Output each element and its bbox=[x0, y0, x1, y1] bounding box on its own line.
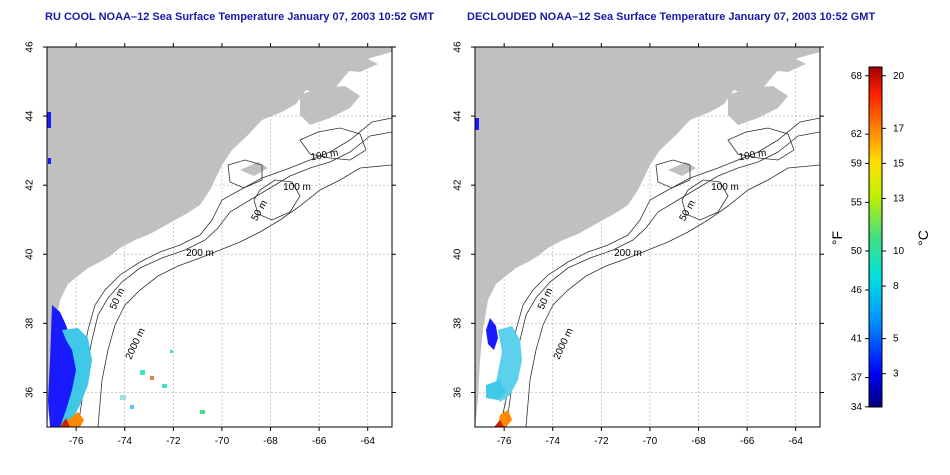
left-isobaths bbox=[71, 117, 393, 428]
celsius-tick-label: 3 bbox=[893, 369, 899, 380]
lon-tick-label: -68 bbox=[263, 436, 278, 447]
contour-label: 200 m bbox=[186, 248, 214, 259]
lat-tick-label: 40 bbox=[453, 248, 464, 260]
right-panel-title: DECLOUDED NOAA–12 Sea Surface Temperatur… bbox=[467, 11, 876, 23]
left-landmass bbox=[47, 47, 392, 427]
colorbar-celsius-ticks: 20 17 15 13 10 8 5 3 bbox=[882, 71, 905, 380]
celsius-tick-label: 5 bbox=[893, 334, 899, 345]
right-axis-ticks: -76 -74 -72 -70 -68 -66 -64 36 38 40 42 44 46 bbox=[453, 41, 824, 447]
left-map-panel: -76 -74 -72 -70 -68 -66 -64 36 38 40 42 44 46 100 m 1… bbox=[25, 41, 396, 447]
lat-tick-label: 42 bbox=[25, 179, 36, 191]
fahrenheit-tick-label: 62 bbox=[851, 129, 863, 140]
lat-tick-label: 36 bbox=[25, 386, 36, 398]
lat-tick-label: 40 bbox=[25, 248, 36, 260]
right-isobaths bbox=[499, 117, 821, 428]
lat-tick-label: 38 bbox=[25, 317, 36, 329]
lat-tick-label: 42 bbox=[453, 179, 464, 191]
lon-tick-label: -68 bbox=[691, 436, 706, 447]
contour-label: 100 m bbox=[711, 182, 739, 193]
lon-tick-label: -64 bbox=[360, 436, 375, 447]
fahrenheit-tick-label: 68 bbox=[851, 71, 863, 82]
fahrenheit-tick-label: 59 bbox=[851, 158, 863, 169]
lon-tick-label: -74 bbox=[546, 436, 561, 447]
celsius-unit-label: °C bbox=[915, 230, 931, 246]
fahrenheit-unit-label: °F bbox=[829, 231, 845, 245]
lat-tick-label: 44 bbox=[453, 110, 464, 122]
celsius-tick-label: 10 bbox=[893, 246, 905, 257]
colorbar-fahrenheit-ticks: 68 62 59 55 50 46 41 37 34 bbox=[851, 71, 869, 413]
lat-tick-label: 46 bbox=[25, 41, 36, 53]
contour-label: 100 m bbox=[283, 182, 311, 193]
lon-tick-label: -76 bbox=[497, 436, 512, 447]
colorbar-gradient bbox=[868, 66, 883, 408]
lon-tick-label: -70 bbox=[215, 436, 230, 447]
fahrenheit-tick-label: 34 bbox=[851, 402, 863, 413]
left-axis-ticks: -76 -74 -72 -70 -68 -66 -64 36 38 40 42 44 46 bbox=[25, 41, 396, 447]
lon-tick-label: -66 bbox=[312, 436, 327, 447]
celsius-tick-label: 13 bbox=[893, 193, 905, 204]
left-panel-title: RU COOL NOAA–12 Sea Surface Temperature … bbox=[45, 11, 435, 23]
lat-tick-label: 44 bbox=[25, 110, 36, 122]
lat-tick-label: 46 bbox=[453, 41, 464, 53]
lat-tick-label: 36 bbox=[453, 386, 464, 398]
contour-label: 100 m bbox=[310, 148, 339, 164]
right-landmass bbox=[475, 47, 820, 427]
right-map-panel: -76 -74 -72 -70 -68 -66 -64 36 38 40 42 44 46 100 m 1… bbox=[453, 41, 824, 447]
contour-label: 200 m bbox=[614, 248, 642, 259]
celsius-tick-label: 8 bbox=[893, 281, 899, 292]
celsius-tick-label: 20 bbox=[893, 71, 905, 82]
contour-label: 100 m bbox=[738, 148, 767, 164]
lon-tick-label: -72 bbox=[166, 436, 181, 447]
fahrenheit-tick-label: 50 bbox=[851, 246, 863, 257]
celsius-tick-label: 15 bbox=[893, 158, 905, 169]
lon-tick-label: -64 bbox=[788, 436, 803, 447]
lon-tick-label: -70 bbox=[643, 436, 658, 447]
fahrenheit-tick-label: 55 bbox=[851, 197, 863, 208]
fahrenheit-tick-label: 37 bbox=[851, 373, 863, 384]
lon-tick-label: -66 bbox=[740, 436, 755, 447]
left-sst-pixels bbox=[47, 112, 205, 427]
lon-tick-label: -74 bbox=[118, 436, 133, 447]
lon-tick-label: -72 bbox=[594, 436, 609, 447]
right-sst-pixels bbox=[475, 118, 522, 427]
fahrenheit-tick-label: 41 bbox=[851, 334, 863, 345]
lon-tick-label: -76 bbox=[69, 436, 84, 447]
fahrenheit-tick-label: 46 bbox=[851, 285, 863, 296]
celsius-tick-label: 17 bbox=[893, 123, 905, 134]
temperature-colorbar: 68 62 59 55 50 46 41 37 34 20 17 15 13 10 8 5 3 °F °C bbox=[829, 66, 931, 413]
lat-tick-label: 38 bbox=[453, 317, 464, 329]
